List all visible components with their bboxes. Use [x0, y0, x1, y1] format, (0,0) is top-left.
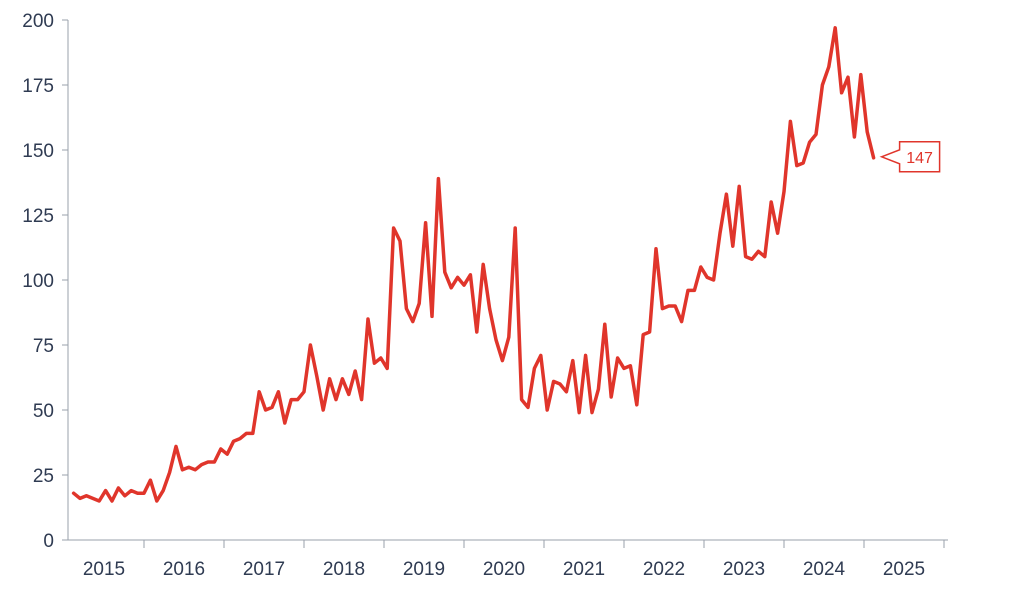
- series-area: [71, 26, 876, 503]
- last-value-label: 147: [906, 150, 933, 167]
- y-tick-label: 175: [22, 76, 54, 97]
- x-tick-label: 2015: [83, 559, 125, 580]
- y-tick-label: 200: [22, 11, 54, 32]
- y-tick-label: 75: [33, 336, 54, 357]
- callout-box: [879, 141, 941, 173]
- y-tick-label: 150: [22, 141, 54, 162]
- x-tick-label: 2018: [323, 559, 365, 580]
- y-tick-label: 50: [33, 401, 54, 422]
- x-axis: 2015 2016 2017 2018 2019 2020 2021 2022 2023 2024…: [68, 539, 948, 580]
- y-tick-label: 0: [43, 531, 54, 552]
- y-tick-label: 125: [22, 206, 54, 227]
- last-value-callout: 147: [879, 141, 941, 173]
- y-axis: 0 25 50 75 100 125 150 175 200: [22, 11, 69, 552]
- x-tick-label: 2023: [723, 559, 765, 580]
- x-tick-label: 2020: [483, 559, 525, 580]
- x-tick-label: 2024: [803, 559, 846, 580]
- x-tick-label: 2022: [643, 559, 685, 580]
- x-tick-label: 2019: [403, 559, 445, 580]
- y-tick-label: 25: [33, 466, 54, 487]
- series-line: [71, 26, 876, 503]
- x-tick-label: 2021: [563, 559, 605, 580]
- x-tick-label: 2025: [883, 559, 925, 580]
- x-tick-label: 2016: [163, 559, 205, 580]
- x-tick-label: 2017: [243, 559, 285, 580]
- y-tick-label: 100: [22, 271, 54, 292]
